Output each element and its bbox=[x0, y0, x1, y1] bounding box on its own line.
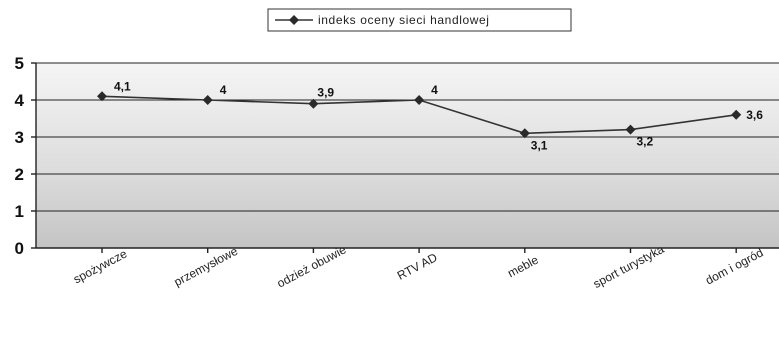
series-group bbox=[97, 91, 742, 139]
y-tick-label: 4 bbox=[15, 91, 25, 110]
x-tick-label: meble bbox=[505, 252, 541, 280]
data-point-marker bbox=[97, 91, 107, 102]
data-point-marker bbox=[731, 109, 742, 120]
x-tick-label: RTV AD bbox=[395, 250, 440, 283]
y-tick-label: 3 bbox=[15, 128, 24, 147]
data-label: 4 bbox=[220, 83, 227, 97]
plot-area bbox=[36, 63, 779, 248]
x-tick-label: dom i ogród bbox=[703, 245, 766, 287]
data-point-marker bbox=[414, 95, 425, 105]
data-point-marker bbox=[625, 124, 636, 135]
data-point-marker bbox=[202, 95, 213, 105]
legend-marker-swatch bbox=[289, 15, 299, 25]
legend-box bbox=[267, 8, 572, 32]
data-label: 3,1 bbox=[531, 138, 548, 152]
x-tick-label: sport turystyka bbox=[591, 242, 667, 291]
legend: indeks oceny sieci handlowej bbox=[267, 8, 572, 32]
data-label: 3,6 bbox=[746, 108, 763, 122]
y-tick-label: 1 bbox=[15, 202, 24, 221]
data-label: 3,2 bbox=[637, 135, 654, 149]
data-point-marker bbox=[308, 98, 319, 109]
x-tick-label: przemysłowe bbox=[172, 244, 241, 289]
x-tick-label: spożywcze bbox=[71, 246, 130, 286]
legend-label: indeks oceny sieci handlowej bbox=[318, 13, 490, 27]
data-point-marker bbox=[519, 128, 530, 139]
y-tick-label: 0 bbox=[15, 239, 24, 258]
data-label: 4,1 bbox=[114, 79, 131, 93]
data-label: 3,9 bbox=[317, 86, 334, 100]
y-tick-label: 2 bbox=[15, 165, 24, 184]
data-label: 4 bbox=[431, 83, 438, 97]
y-tick-label: 5 bbox=[15, 54, 24, 73]
labels-group: 4,1 4 3,9 4 3,1 3,2 3,6 bbox=[114, 79, 763, 152]
x-tick-label: odzież obuwie bbox=[275, 242, 349, 290]
